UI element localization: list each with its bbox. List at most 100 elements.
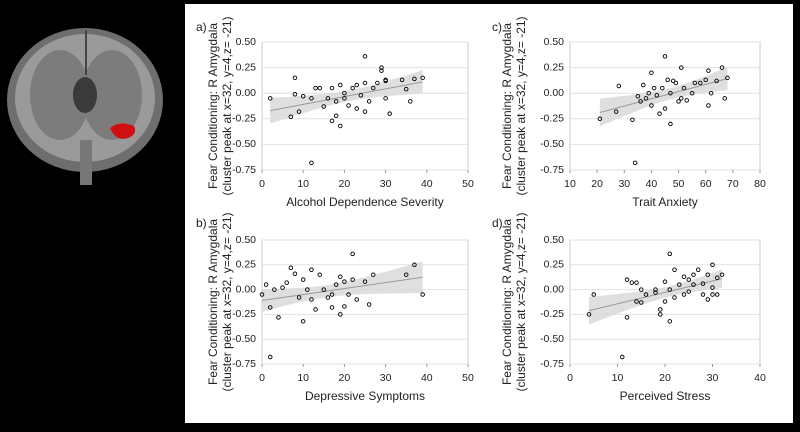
data-point [679, 96, 684, 101]
data-point [329, 292, 335, 297]
data-point [672, 295, 677, 300]
confidence-band [262, 261, 423, 312]
data-point [679, 65, 684, 70]
data-point [317, 85, 322, 91]
data-point [338, 312, 343, 317]
fit-line [261, 276, 423, 301]
fit-line [599, 78, 728, 113]
data-point [333, 99, 339, 104]
data-point [667, 287, 673, 292]
y-axis-label: (cluster peak at x=32, y=4,z= -21) [220, 16, 234, 195]
data-point [362, 279, 368, 284]
data-point [370, 85, 376, 91]
data-point [658, 307, 663, 312]
data-point [719, 272, 725, 277]
data-point [681, 292, 687, 297]
x-tick-label: 30 [618, 178, 630, 190]
y-tick-label: 0.25 [544, 259, 565, 271]
data-point [649, 103, 654, 108]
data-point [366, 99, 372, 104]
data-point [681, 274, 687, 279]
confidence-band [599, 67, 728, 127]
y-tick-label: -0.50 [232, 138, 256, 150]
data-point [362, 80, 368, 86]
data-point [710, 262, 715, 268]
data-point [681, 85, 687, 91]
data-point [691, 272, 696, 277]
y-tick-label: -0.75 [232, 358, 256, 370]
x-tick-label: 30 [707, 372, 719, 384]
data-point [267, 354, 273, 360]
data-point [267, 305, 273, 310]
data-point [358, 92, 364, 98]
data-point [272, 287, 277, 292]
y-tick-label: 0.50 [544, 36, 565, 48]
y-axis-label: (cluster peak at x=32, y=4,z= -21) [514, 212, 528, 391]
y-tick-label: 0.00 [236, 87, 257, 99]
data-point [630, 117, 635, 123]
data-point [689, 90, 695, 96]
data-point [624, 315, 630, 320]
data-point [634, 299, 639, 304]
y-tick-label: 0.50 [544, 234, 565, 246]
data-point [296, 109, 302, 114]
data-point [338, 274, 343, 279]
x-tick-label: 0 [259, 372, 265, 384]
fit-line [270, 81, 423, 112]
data-point [267, 96, 273, 101]
data-point [403, 272, 409, 277]
data-point [346, 292, 351, 297]
x-axis-label: Perceived Stress [620, 389, 711, 403]
y-tick-label: -0.25 [540, 113, 564, 125]
data-point [420, 75, 425, 81]
data-point [658, 312, 663, 317]
y-tick-label: -0.50 [232, 333, 256, 345]
data-point [370, 272, 376, 277]
data-point [586, 312, 592, 317]
x-tick-label: 10 [564, 178, 576, 190]
x-tick-label: 50 [462, 178, 474, 190]
data-point [710, 285, 715, 290]
data-point [350, 85, 355, 91]
y-tick-label: -0.25 [232, 113, 256, 125]
y-tick-label: 0.25 [544, 61, 565, 73]
y-axis-label: Fear Conditioning: R Amygdala [500, 23, 514, 189]
data-point [296, 295, 302, 300]
data-point [653, 290, 658, 295]
data-point [309, 96, 314, 101]
data-point [705, 297, 711, 302]
x-axis-label: Depressive Symptoms [305, 389, 425, 403]
data-point [665, 77, 670, 83]
data-point [263, 282, 269, 287]
data-point [325, 295, 331, 300]
y-tick-label: -0.75 [232, 164, 256, 176]
x-tick-label: 80 [754, 178, 766, 190]
data-point [708, 90, 714, 96]
x-tick-label: 30 [380, 178, 392, 190]
x-tick-label: 60 [700, 178, 712, 190]
data-point [620, 354, 625, 360]
data-point [292, 75, 298, 81]
data-point [632, 160, 638, 166]
data-point [399, 77, 405, 83]
x-tick-label: 40 [646, 178, 658, 190]
data-point [354, 82, 360, 88]
data-point [722, 96, 727, 101]
data-point [684, 98, 689, 103]
y-tick-label: -0.50 [540, 138, 564, 150]
data-point [667, 319, 673, 324]
y-tick-label: 0.25 [236, 259, 257, 271]
data-point [313, 307, 318, 312]
data-point [613, 109, 619, 114]
y-axis-label: Fear Conditioning: R Amygdala [206, 219, 220, 385]
data-point [715, 292, 720, 297]
data-point [703, 77, 708, 83]
data-point [651, 85, 657, 91]
x-tick-label: 40 [421, 178, 433, 190]
x-tick-label: 0 [567, 372, 573, 384]
data-point [317, 272, 322, 277]
x-tick-label: 20 [591, 178, 603, 190]
data-point [686, 277, 692, 282]
data-point [383, 96, 388, 101]
